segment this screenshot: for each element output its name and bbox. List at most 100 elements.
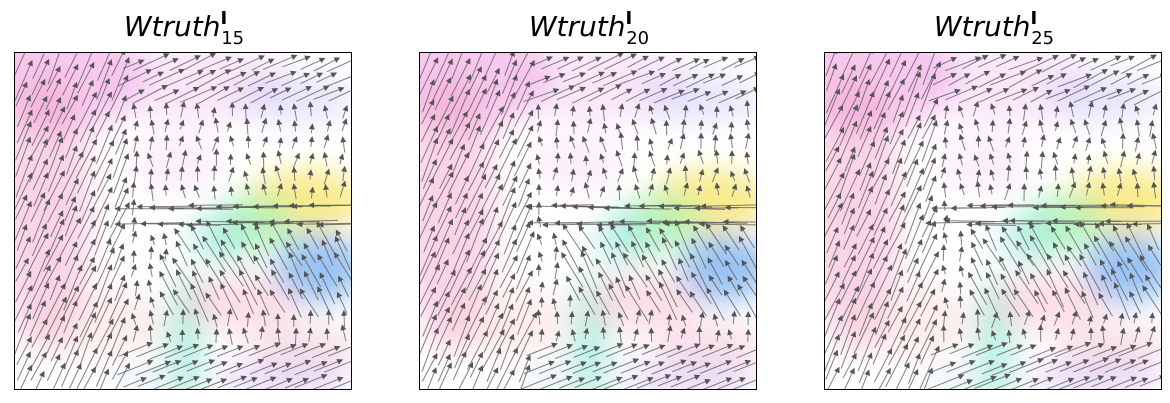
vector-arrow (258, 325, 265, 340)
vector-arrow (164, 168, 171, 181)
vector-arrow (663, 104, 671, 120)
vector-arrow (723, 289, 742, 317)
vector-arrow (890, 171, 907, 207)
vector-arrow (496, 347, 518, 389)
vector-arrow (1037, 168, 1044, 180)
vector-arrow (721, 75, 744, 86)
vector-arrow (277, 182, 283, 197)
vector-arrow (452, 232, 470, 273)
vector-arrow (154, 376, 184, 389)
vector-arrow (94, 283, 113, 323)
vector-arrow (44, 296, 67, 340)
vector-arrow (696, 184, 703, 196)
vector-arrow (484, 206, 499, 243)
vector-arrow (453, 314, 471, 357)
vector-arrow (958, 133, 966, 151)
vector-arrow (600, 326, 607, 340)
vector-arrow (516, 254, 531, 290)
vector-arrow (698, 119, 705, 131)
vector-arrow (599, 135, 607, 153)
vector-arrow (431, 58, 453, 102)
vector-arrow (27, 232, 49, 273)
vector-arrow (420, 125, 438, 164)
vector-arrow (840, 53, 856, 80)
vector-arrow (335, 229, 348, 252)
vector-arrow (60, 285, 79, 321)
vector-arrow (1148, 120, 1155, 137)
vector-arrow (269, 237, 288, 271)
vector-arrow (301, 253, 322, 288)
vector-arrow (907, 114, 921, 139)
vector-arrow (578, 225, 596, 250)
vector-arrow (322, 151, 329, 167)
vector-arrow (855, 91, 875, 134)
vector-arrow (889, 157, 903, 190)
vector-arrow (231, 344, 261, 358)
vector-arrow (468, 112, 481, 141)
vector-arrow (469, 351, 483, 378)
vector-arrow (35, 370, 45, 389)
vector-arrow (573, 346, 601, 358)
vector-arrow (76, 155, 96, 194)
vector-arrow (168, 375, 200, 389)
vector-arrow (291, 103, 298, 121)
vector-arrow (598, 271, 613, 301)
vector-arrow (1005, 164, 1012, 182)
title-superscript: I (220, 8, 228, 29)
vector-arrow (211, 164, 218, 181)
panel-title: WtruthI25 (824, 8, 1164, 50)
vector-arrow (148, 68, 185, 86)
vector-arrow (859, 162, 872, 191)
vector-arrow (679, 132, 686, 150)
vector-arrow (455, 192, 468, 219)
vector-arrow (63, 114, 76, 140)
vector-arrow (514, 109, 534, 145)
vector-arrow (96, 238, 112, 273)
vector-arrow (540, 375, 573, 389)
vector-arrow (198, 119, 205, 134)
vector-arrow (64, 53, 78, 78)
vector-arrow (79, 189, 96, 224)
vector-arrow (570, 120, 577, 134)
vector-arrow (277, 104, 284, 115)
vector-arrow (308, 123, 315, 134)
vector-arrow (978, 88, 1010, 103)
vector-arrow (698, 311, 705, 328)
vector-arrow (96, 157, 113, 192)
vector-arrow (1012, 86, 1040, 101)
vector-arrow (712, 122, 718, 135)
vector-arrow (15, 285, 33, 322)
color-blob (130, 133, 220, 193)
vector-arrow (245, 153, 252, 165)
vector-arrow (183, 344, 214, 358)
vector-arrow (586, 105, 593, 117)
vector-arrow (625, 285, 649, 322)
vector-arrow (1127, 73, 1150, 86)
vector-arrow (672, 361, 698, 373)
vector-arrow (246, 376, 277, 389)
vector-arrow (132, 53, 170, 71)
vector-arrow (688, 58, 710, 71)
vector-arrow (229, 135, 235, 147)
vector-arrow (501, 238, 517, 273)
vector-arrow (1131, 168, 1138, 182)
vector-arrow (645, 274, 663, 302)
vector-arrow (569, 135, 576, 149)
vector-arrow (328, 346, 351, 357)
vector-arrow (447, 152, 470, 194)
vector-arrow (702, 73, 727, 84)
title-main: Wtruth (933, 10, 1031, 43)
vector-arrow (697, 149, 704, 165)
vector-arrow (16, 223, 28, 251)
vector-arrow (52, 362, 66, 389)
vector-arrow (553, 102, 559, 117)
vector-arrow (632, 165, 639, 183)
vector-arrow (1038, 103, 1045, 120)
vector-arrow (281, 86, 313, 101)
vector-arrow (705, 222, 728, 255)
vector-arrow (1006, 117, 1013, 134)
vector-arrow (596, 290, 611, 316)
vector-arrow (1121, 54, 1157, 75)
vector-arrow (622, 344, 650, 356)
vector-arrow (94, 219, 110, 256)
